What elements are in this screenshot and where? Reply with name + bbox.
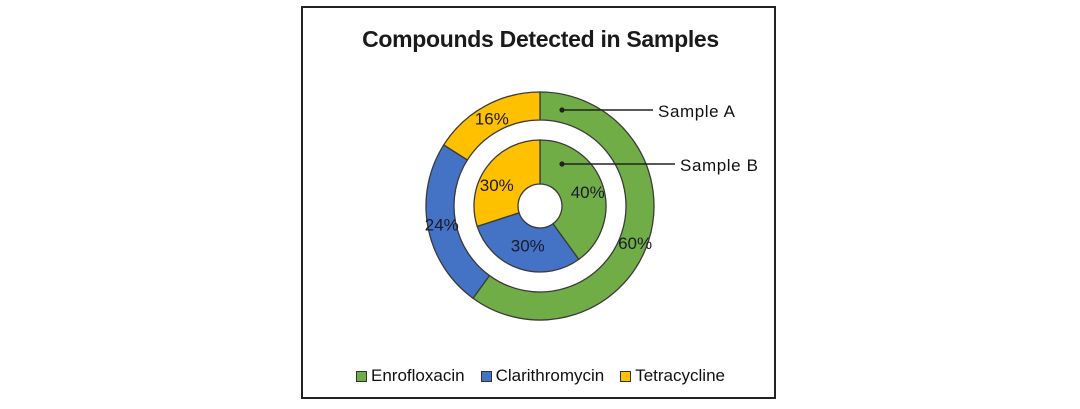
legend-item-enrofloxacin: Enrofloxacin — [356, 366, 465, 386]
outer-slice-label: 60% — [618, 234, 652, 253]
inner-slice-tetracycline — [473, 139, 541, 228]
sample-b-callout-label: Sample B — [680, 156, 759, 175]
legend-label: Tetracycline — [635, 366, 725, 385]
outer-slice-label: 16% — [475, 109, 509, 128]
legend: Enrofloxacin Clarithromycin Tetracycline — [303, 366, 778, 386]
inner-slice-clarithromycin — [476, 211, 580, 273]
sample-a-leader-dot — [559, 107, 565, 113]
legend-label: Clarithromycin — [495, 366, 605, 385]
inner-slice-label: 30% — [480, 176, 514, 195]
chart-frame: Compounds Detected in Samples 60% 24% 16% 4… — [301, 6, 776, 399]
donut-chart: 60% 24% 16% 40% 30% 30% Sample A Sample B — [425, 91, 759, 321]
chart-title: Compounds Detected in Samples — [362, 26, 719, 52]
sample-a-callout-label: Sample A — [658, 102, 736, 121]
outer-slice-label: 24% — [425, 216, 459, 235]
outer-slice-enrofloxacin — [472, 91, 655, 321]
inner-slice-label: 40% — [571, 183, 605, 202]
legend-swatch — [356, 370, 368, 382]
sample-b-leader-dot — [559, 161, 565, 167]
legend-swatch — [620, 370, 632, 382]
inner-slice-label: 30% — [511, 237, 545, 256]
legend-item-tetracycline: Tetracycline — [620, 366, 725, 386]
outer-slice-tetracycline — [442, 91, 541, 161]
legend-label: Enrofloxacin — [371, 366, 465, 385]
legend-swatch — [480, 370, 492, 382]
inner-slice-enrofloxacin — [539, 139, 607, 261]
legend-item-clarithromycin: Clarithromycin — [480, 366, 605, 386]
